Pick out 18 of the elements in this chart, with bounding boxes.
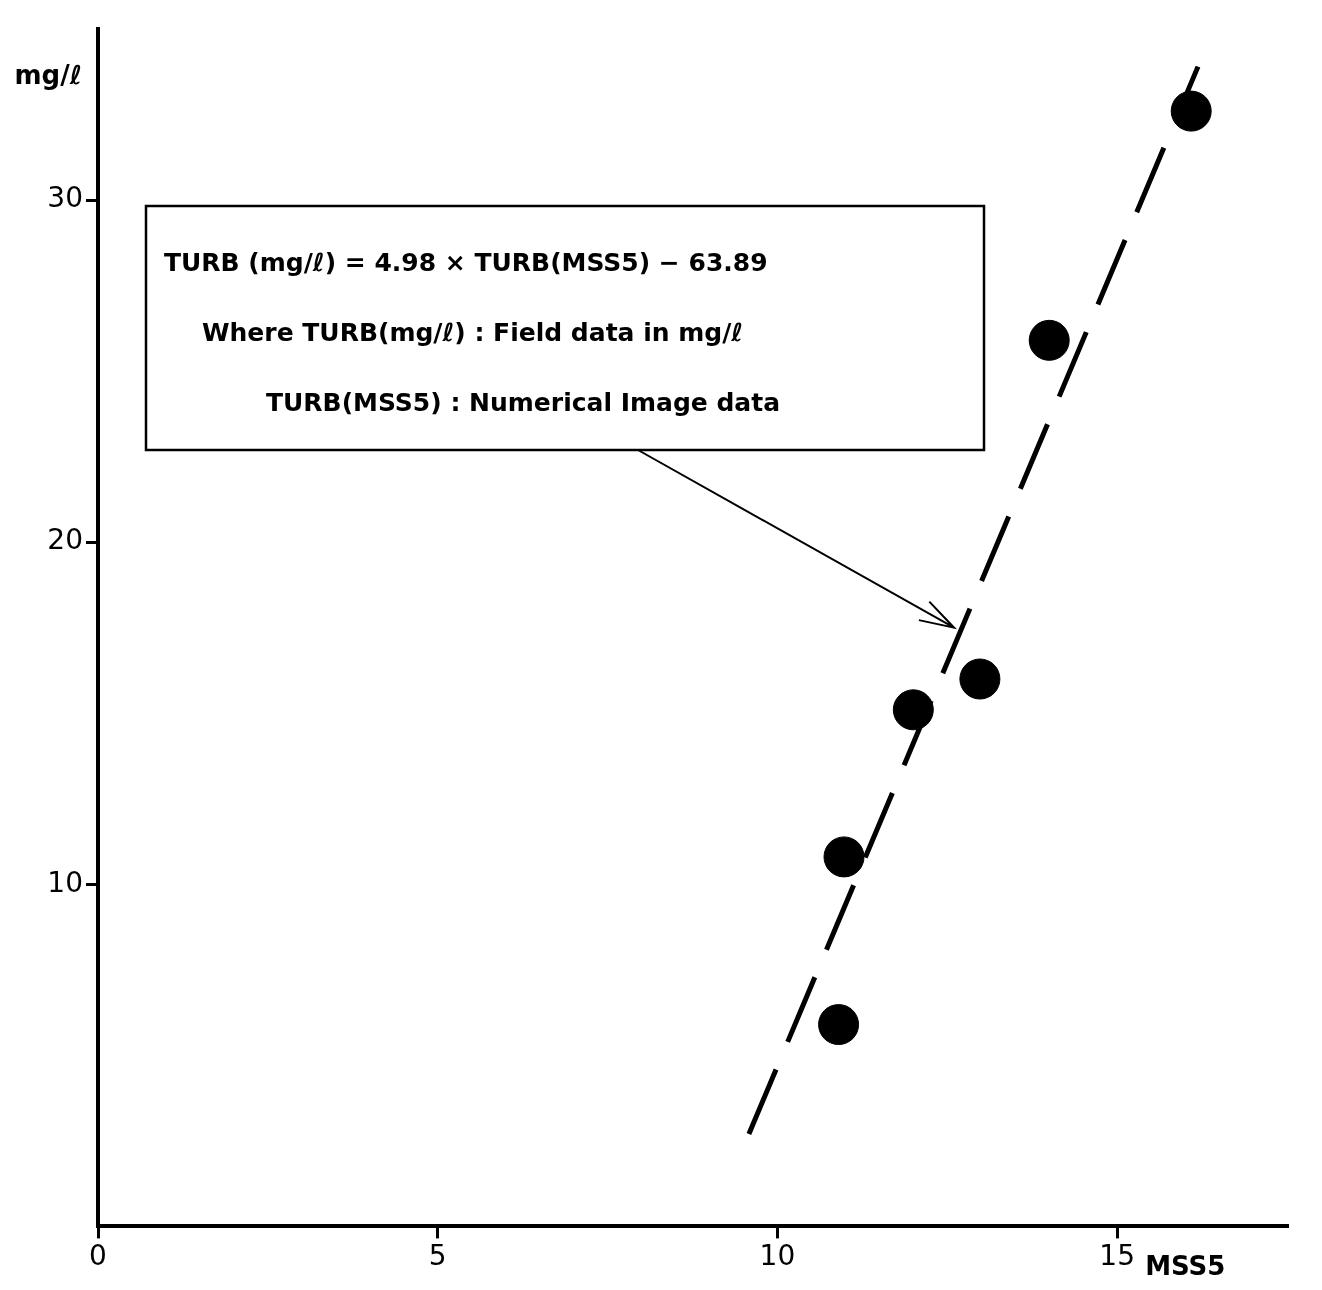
point bbox=[892, 689, 934, 731]
y-tick-label: 10 bbox=[47, 865, 83, 899]
x-axis-title: MSS5 bbox=[1145, 1251, 1226, 1282]
y-tick-label: 30 bbox=[47, 181, 83, 215]
point bbox=[823, 836, 865, 878]
point bbox=[959, 658, 1001, 700]
point bbox=[1028, 319, 1070, 361]
x-tick-label: 10 bbox=[759, 1239, 796, 1273]
x-tick-label: 5 bbox=[428, 1239, 447, 1273]
x-tick-label: 0 bbox=[89, 1239, 107, 1273]
point bbox=[818, 1004, 860, 1046]
annotation: TURB (mg/ℓ) = 4.98 × TURB(MSS5) − 63.89 bbox=[164, 247, 768, 277]
y-axis-title: mg/ℓ bbox=[14, 59, 82, 90]
point bbox=[1170, 90, 1212, 132]
annotation: TURB(MSS5) : Numerical Image data bbox=[266, 387, 781, 417]
y-tick-label: 20 bbox=[47, 523, 83, 557]
annotation: Where TURB(mg/ℓ) : Field data in mg/ℓ bbox=[202, 317, 744, 347]
x-tick-label: 15 bbox=[1099, 1239, 1135, 1273]
